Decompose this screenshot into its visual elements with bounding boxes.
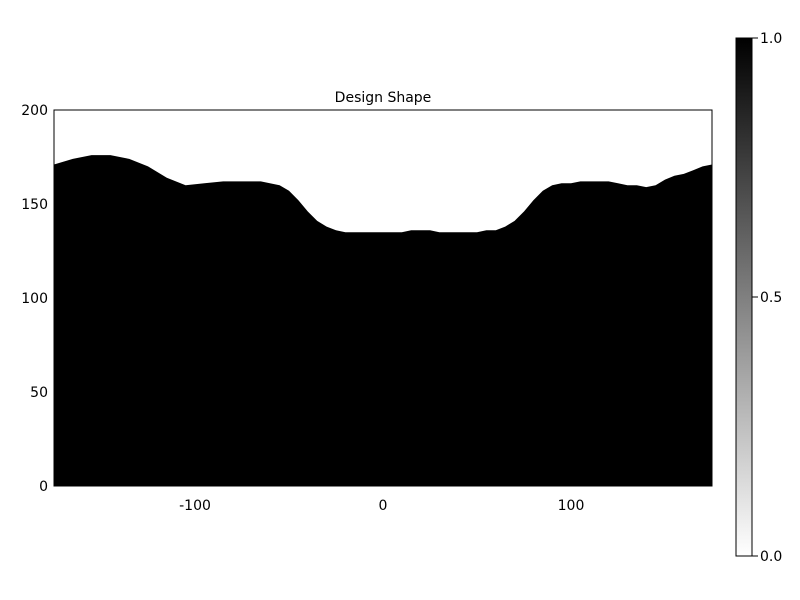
colorbar-tick-label: 1.0 xyxy=(760,31,782,47)
x-axis: -100 0 100 xyxy=(179,481,584,514)
colorbar-axis: 0.0 0.5 1.0 xyxy=(752,31,782,565)
y-axis: 0 50 100 150 200 xyxy=(21,103,59,495)
colorbar-tick-label: 0.0 xyxy=(760,549,782,565)
plot-area xyxy=(54,155,712,486)
x-tick-label: 0 xyxy=(379,498,388,514)
x-tick-label: -100 xyxy=(179,498,211,514)
colorbar-tick-label: 0.5 xyxy=(760,290,782,306)
y-tick-label: 100 xyxy=(21,291,48,307)
x-tick-label: 100 xyxy=(558,498,585,514)
y-tick-label: 150 xyxy=(21,197,48,213)
colorbar xyxy=(735,37,753,557)
y-tick-label: 0 xyxy=(39,479,48,495)
chart-title: Design Shape xyxy=(335,90,432,106)
y-tick-label: 200 xyxy=(21,103,48,119)
y-tick-label: 50 xyxy=(30,385,48,401)
design-shape-region xyxy=(54,155,712,486)
